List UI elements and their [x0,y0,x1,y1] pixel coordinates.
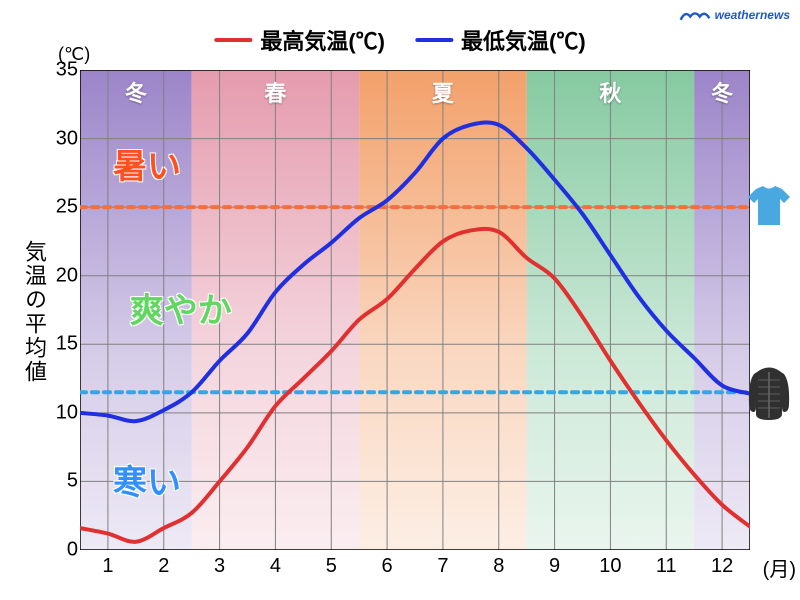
x-tick-8: 8 [493,555,504,578]
legend-max-label: 最高気温(℃) [260,24,385,56]
brand-logo: weathernews [679,8,790,22]
jacket-icon [742,366,796,422]
x-tick-3: 3 [214,555,225,578]
y-tick-15: 15 [48,333,78,356]
x-axis-unit: (月) [763,553,796,582]
season-label: 冬 [125,76,147,108]
season-label: 冬 [711,76,733,108]
y-axis-label: 気温の平均値 [18,240,50,384]
y-tick-10: 10 [48,401,78,424]
y-tick-20: 20 [48,264,78,287]
zone-label: 暑い [113,139,181,188]
x-tick-4: 4 [270,555,281,578]
x-tick-12: 12 [711,555,733,578]
legend-min-label: 最低気温(℃) [461,24,586,56]
x-tick-10: 10 [599,555,621,578]
season-label: 秋 [599,76,621,108]
zone-label: 爽やか [130,283,232,332]
x-tick-6: 6 [382,555,393,578]
x-tick-7: 7 [437,555,448,578]
y-tick-5: 5 [48,470,78,493]
y-tick-25: 25 [48,196,78,219]
legend-min-temp: 最低気温(℃) [415,24,586,56]
season-label: 春 [264,76,286,108]
legend-min-swatch [415,38,453,42]
legend-max-swatch [214,38,252,42]
x-tick-9: 9 [549,555,560,578]
chart-legend: 最高気温(℃) 最低気温(℃) [214,24,585,56]
y-tick-30: 30 [48,127,78,150]
x-tick-11: 11 [656,555,677,578]
y-tick-35: 35 [48,59,78,82]
brand-text: weathernews [715,8,790,22]
tshirt-icon [746,185,792,227]
legend-max-temp: 最高気温(℃) [214,24,385,56]
season-label: 夏 [432,76,454,108]
x-tick-1: 1 [102,555,113,578]
y-tick-0: 0 [48,539,78,562]
x-tick-2: 2 [158,555,169,578]
zone-label: 寒い [113,455,181,504]
x-tick-5: 5 [326,555,337,578]
